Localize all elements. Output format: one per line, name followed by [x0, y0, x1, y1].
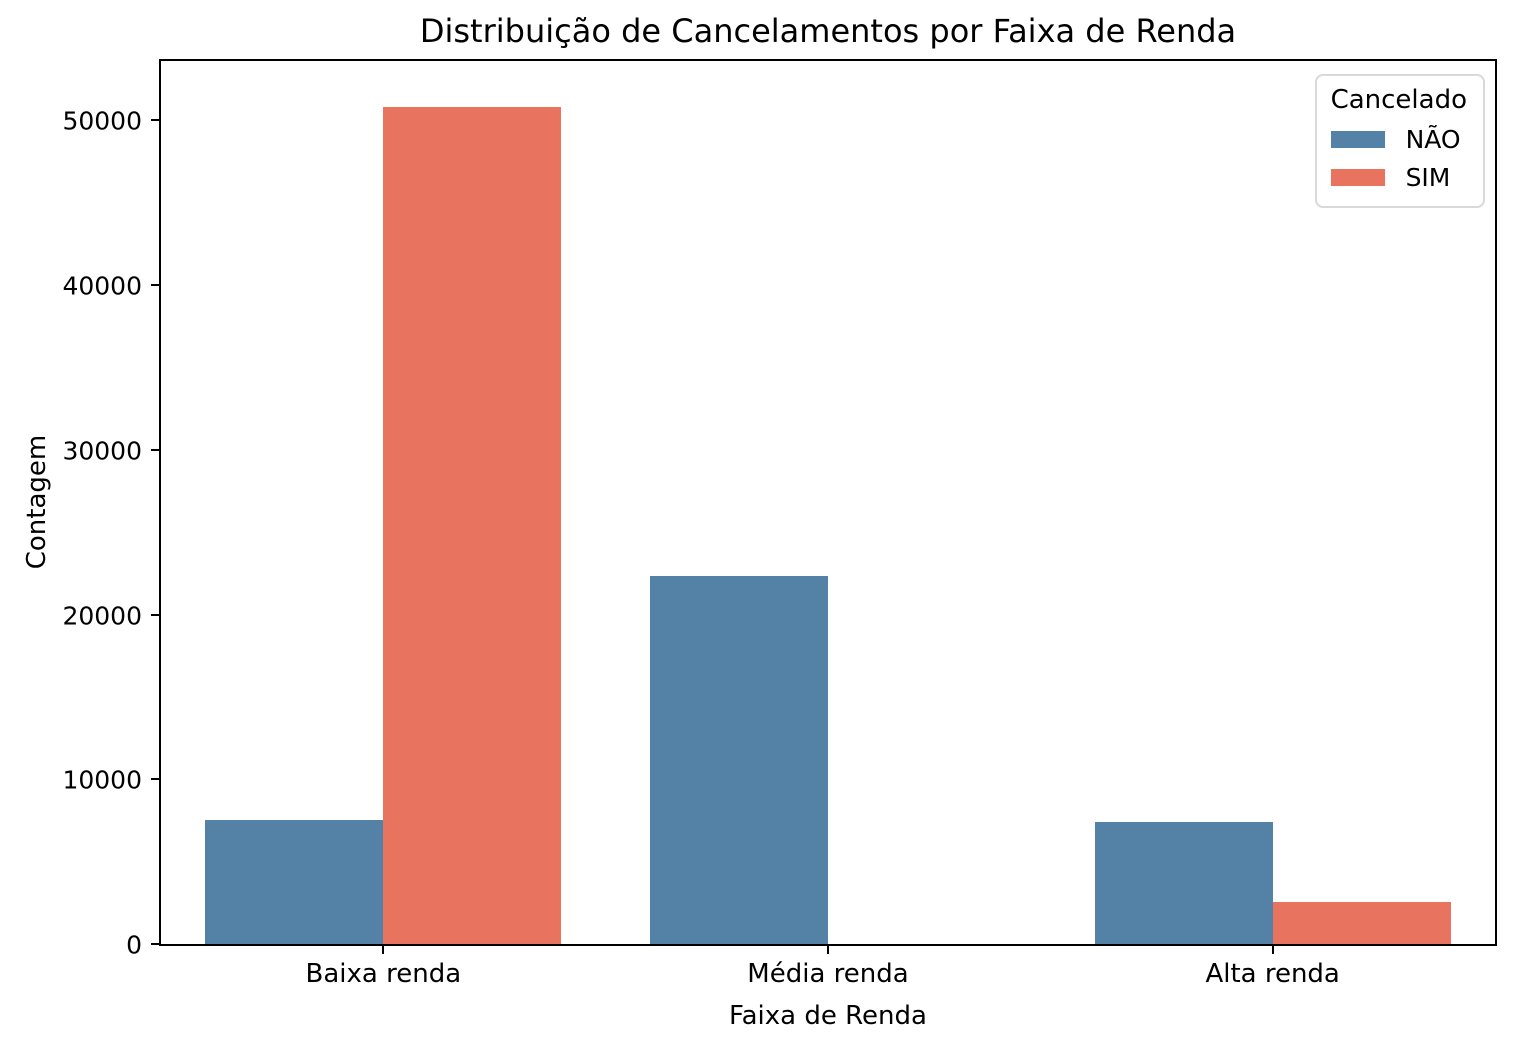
legend-title: Cancelado — [1330, 85, 1467, 115]
legend: Cancelado NÃO SIM — [1314, 74, 1485, 208]
x-tick-alta-renda — [1271, 946, 1274, 954]
plot-area: 0 10000 20000 30000 40000 50000 Baixa renda Mé… — [62, 59, 1497, 989]
legend-item-sim: SIM — [1330, 163, 1467, 192]
y-axis-ticks: 0 10000 20000 30000 40000 50000 — [62, 61, 1495, 958]
y-tick-label-10000: 10000 — [62, 765, 142, 795]
legend-label-sim: SIM — [1405, 163, 1451, 192]
x-tick-label-media-renda: Média renda — [747, 959, 909, 989]
x-axis-label: Faixa de Renda — [729, 1001, 927, 1031]
bar-alta-renda-nao — [1094, 822, 1273, 944]
legend-label-nao: NÃO — [1405, 125, 1461, 154]
y-tick-40000 — [151, 284, 159, 287]
x-axis-ticks: Baixa renda Média renda Alta renda — [161, 61, 1495, 989]
y-axis-label: Contagem — [22, 434, 52, 570]
y-tick-label-30000: 30000 — [62, 436, 142, 466]
legend-items: NÃO SIM — [1330, 125, 1467, 192]
y-tick-0 — [151, 943, 159, 945]
x-tick-label-alta-renda: Alta renda — [1205, 959, 1340, 989]
bars-layer — [161, 61, 1495, 944]
x-tick-baixa-renda — [382, 946, 385, 954]
legend-swatch-nao — [1330, 131, 1385, 148]
y-tick-50000 — [151, 119, 159, 122]
y-tick-label-40000: 40000 — [62, 271, 142, 301]
x-tick-media-renda — [827, 946, 829, 954]
bar-media-renda-nao — [650, 575, 828, 944]
y-tick-label-20000: 20000 — [62, 601, 142, 631]
y-tick-20000 — [151, 613, 159, 616]
y-tick-label-50000: 50000 — [62, 106, 142, 136]
legend-item-nao: NÃO — [1330, 125, 1467, 154]
y-tick-30000 — [151, 448, 159, 451]
y-tick-10000 — [151, 778, 159, 781]
bar-baixa-renda-sim — [383, 107, 562, 944]
chart-title: Distribuição de Cancelamentos por Faixa … — [419, 12, 1237, 50]
bar-alta-renda-sim — [1272, 902, 1451, 944]
legend-swatch-sim — [1330, 169, 1385, 186]
y-tick-label-0: 0 — [126, 930, 142, 960]
x-tick-label-baixa-renda: Baixa renda — [305, 959, 462, 989]
bar-baixa-renda-nao — [205, 819, 384, 944]
